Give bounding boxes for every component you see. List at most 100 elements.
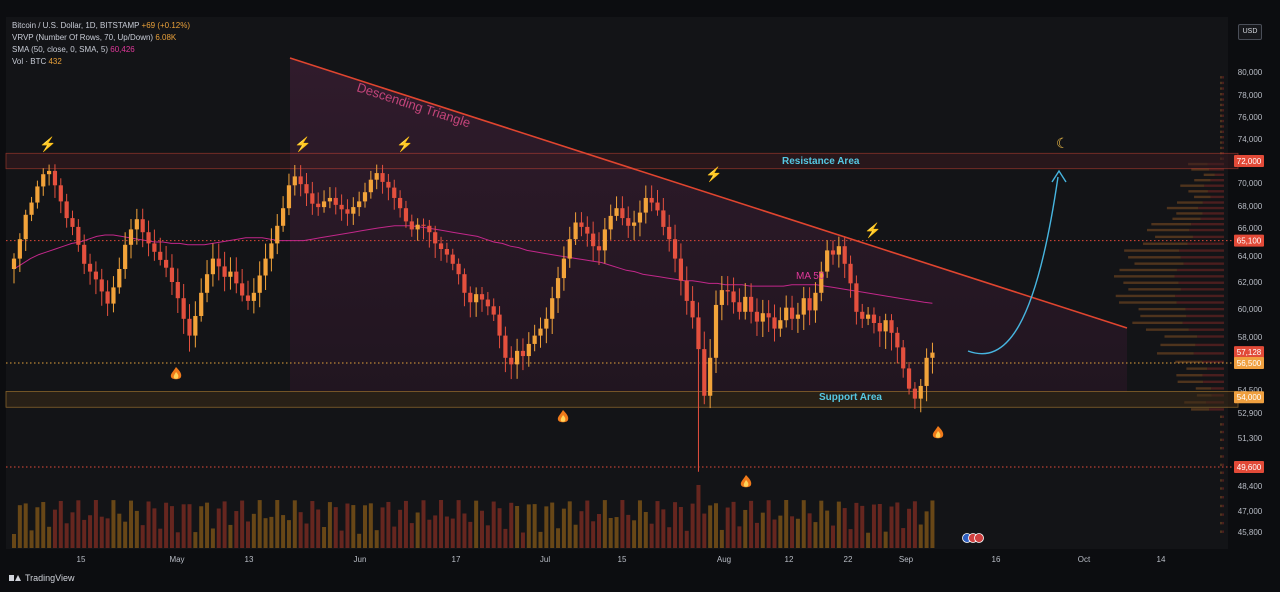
candle-body: [181, 298, 186, 319]
candle: [643, 185, 648, 224]
candle: [813, 282, 818, 323]
volume-bar: [784, 500, 789, 548]
candle: [409, 214, 414, 237]
volume-profile-down: [1187, 242, 1224, 245]
candle: [240, 269, 245, 302]
volume-profile-down: [1222, 81, 1224, 85]
candle-body: [924, 357, 929, 386]
volume-bar: [485, 525, 490, 548]
volume-bar: [661, 509, 666, 548]
candle-body: [497, 314, 502, 336]
sma-text: SMA (50, close, 0, SMA, 5): [12, 45, 109, 54]
candle: [678, 243, 683, 296]
volume-bar: [702, 513, 707, 548]
candle: [655, 189, 660, 216]
volume-bar: [474, 500, 479, 548]
volume-bar: [801, 500, 806, 548]
candle-body: [555, 278, 561, 299]
candle-body: [403, 208, 409, 222]
tradingview-brand[interactable]: TradingView: [9, 573, 75, 583]
volume-profile-down: [1222, 446, 1224, 450]
y-tick-label: 54,500: [1238, 386, 1263, 395]
candle: [327, 187, 332, 209]
volume-profile-down: [1222, 479, 1224, 482]
volume-bar: [403, 500, 408, 548]
candle: [228, 257, 233, 290]
volume-profile-down: [1204, 184, 1224, 187]
candle: [169, 254, 175, 295]
volume-bar: [169, 506, 174, 548]
candle-body: [35, 186, 40, 203]
candle: [468, 286, 473, 318]
candle-body: [649, 197, 654, 203]
candle: [579, 212, 584, 237]
candle: [11, 253, 17, 284]
volume-profile-down: [1174, 275, 1224, 278]
volume-bar: [807, 513, 812, 548]
y-tick-label: 45,800: [1238, 528, 1263, 537]
volume-bar: [854, 502, 859, 548]
resistance-label: Resistance Area: [782, 156, 860, 167]
candle-body: [41, 174, 46, 187]
candle-body: [883, 320, 888, 332]
candle-body: [877, 323, 882, 332]
candle: [386, 173, 391, 201]
candle-body: [702, 349, 707, 396]
candle: [292, 164, 297, 196]
chart-frame[interactable]: Descending Triangle Resistance Area Suppor…: [5, 17, 1264, 564]
candle-body: [725, 290, 730, 292]
volume-profile-up: [1220, 415, 1223, 418]
y-tick-label: 70,000: [1238, 179, 1263, 188]
volume-profile-up: [1172, 217, 1201, 221]
volume-profile-down: [1222, 103, 1224, 107]
vol-text: Vol · BTC: [12, 57, 47, 66]
candle-body: [479, 294, 485, 300]
volume-profile-down: [1183, 262, 1224, 265]
candle: [842, 236, 847, 279]
candle-body: [286, 185, 292, 209]
candle-body: [743, 296, 748, 312]
price-tag-bg: [1234, 155, 1264, 167]
candle-body: [749, 296, 754, 312]
candle-body: [93, 271, 98, 280]
candle-body: [251, 292, 256, 301]
legend-vrvp: VRVP (Number Of Rows, 70, Up/Down) 6.08K: [12, 32, 190, 44]
volume-profile-up: [1220, 455, 1223, 458]
volume-bar: [719, 529, 724, 548]
currency-button[interactable]: USD: [1238, 24, 1262, 40]
volume-profile-down: [1222, 125, 1224, 128]
candle-body: [643, 197, 648, 213]
volume-bar: [64, 523, 69, 548]
candle-body: [503, 335, 508, 358]
candle-body: [327, 197, 332, 202]
candle-body: [321, 201, 327, 208]
candle-body: [123, 244, 128, 269]
candle: [789, 295, 795, 331]
volume-bar: [240, 500, 245, 548]
x-tick-label: 16: [992, 555, 1001, 564]
volume-bar: [819, 500, 824, 548]
candle: [626, 206, 631, 238]
volume-profile-down: [1222, 119, 1224, 123]
volume-profile-up: [1220, 87, 1223, 90]
candle: [749, 283, 754, 324]
y-tick-label: 58,000: [1238, 333, 1263, 342]
volume-bar: [351, 505, 356, 548]
candle-body: [351, 207, 356, 214]
volume-profile-up: [1220, 119, 1223, 123]
volume-bar: [99, 516, 104, 548]
candle-body: [766, 313, 771, 318]
candle: [544, 307, 549, 344]
volume-bar: [450, 518, 455, 548]
volume-bar: [357, 533, 362, 548]
volume-profile-up: [1220, 530, 1223, 533]
volume-bar: [825, 510, 830, 548]
volume-bar: [246, 521, 250, 548]
flame-icon: [557, 410, 569, 423]
candle: [491, 298, 496, 322]
support-zone: [5, 391, 1239, 408]
volume-bar: [930, 500, 935, 548]
candle-body: [515, 350, 520, 365]
candle: [684, 266, 689, 315]
